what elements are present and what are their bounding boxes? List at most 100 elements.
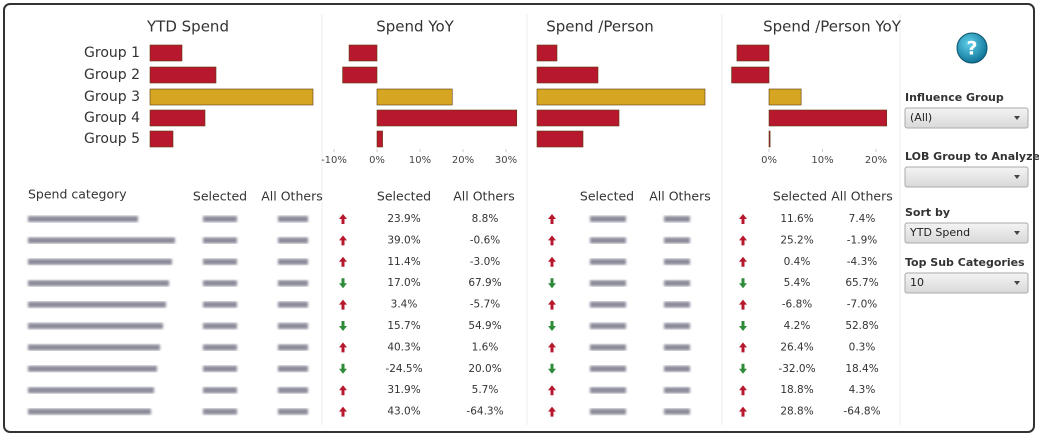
- redacted-text: [278, 408, 308, 415]
- cell: 28.8%: [780, 406, 813, 418]
- trend-arrow: [339, 299, 347, 310]
- bar: [149, 88, 314, 106]
- redacted-text: [278, 301, 308, 308]
- redacted-text: [664, 258, 690, 265]
- trend-arrow: [739, 214, 747, 224]
- trend-arrow: [739, 342, 747, 353]
- redacted-text: [664, 365, 690, 372]
- cell: 39.0%: [387, 234, 420, 246]
- cell: 17.0%: [387, 277, 420, 289]
- x-tick-label: 0%: [761, 155, 777, 166]
- category-label: Group 4: [84, 110, 140, 126]
- cell: -32.0%: [778, 363, 815, 375]
- bar: [731, 66, 770, 84]
- dropdown[interactable]: [904, 222, 1029, 244]
- trend-arrow: [339, 406, 347, 417]
- column-header: All Others: [649, 189, 710, 204]
- cell: 23.9%: [387, 213, 420, 225]
- dropdown-value: 10: [910, 276, 924, 289]
- cell: 5.7%: [472, 384, 499, 396]
- cell: 25.2%: [780, 234, 813, 246]
- bar: [342, 66, 378, 84]
- redacted-text: [203, 387, 237, 394]
- bar: [736, 44, 770, 62]
- dropdown-caret: [1014, 116, 1020, 120]
- redacted-text: [590, 323, 626, 329]
- trend-arrow: [739, 385, 747, 396]
- redacted-text: [203, 408, 237, 415]
- cell: 4.2%: [784, 320, 811, 332]
- redacted-text: [203, 216, 237, 222]
- cell: 18.4%: [845, 363, 878, 375]
- redacted-text: [664, 323, 690, 329]
- redacted-text: [203, 344, 237, 351]
- redacted-text: [203, 323, 237, 329]
- redacted-text: [203, 237, 237, 244]
- cell: 54.9%: [468, 320, 501, 332]
- bar: [536, 66, 599, 84]
- dropdown[interactable]: [904, 107, 1029, 129]
- bar: [376, 109, 518, 127]
- redacted-text: [28, 387, 154, 394]
- cell: 7.4%: [849, 213, 876, 225]
- x-tick-label: -10%: [321, 155, 347, 166]
- trend-arrow: [739, 256, 747, 267]
- cell: -1.9%: [847, 234, 877, 246]
- help-icon[interactable]: [956, 32, 988, 64]
- cell: 3.4%: [391, 299, 418, 311]
- cell: -64.3%: [466, 406, 503, 418]
- cell: -0.6%: [470, 234, 500, 246]
- trend-arrow: [548, 299, 556, 310]
- dropdown-value: YTD Spend: [909, 226, 970, 239]
- redacted-text: [203, 301, 237, 308]
- category-label: Group 2: [84, 67, 140, 83]
- help-mark: ?: [966, 38, 977, 60]
- cell: 0.4%: [784, 256, 811, 268]
- control-label: Influence Group: [905, 91, 1004, 104]
- trend-arrow: [548, 321, 556, 331]
- bar: [348, 44, 378, 62]
- trend-arrow: [339, 278, 347, 289]
- redacted-text: [203, 258, 237, 265]
- cell: 8.8%: [472, 213, 499, 225]
- cell: 4.3%: [849, 384, 876, 396]
- bar: [536, 88, 706, 106]
- cell: 52.8%: [845, 320, 878, 332]
- bar: [768, 130, 771, 148]
- trend-arrow: [739, 278, 747, 289]
- redacted-text: [28, 280, 169, 287]
- trend-arrow: [339, 385, 347, 396]
- cell: -64.8%: [843, 406, 880, 418]
- bar: [376, 88, 453, 106]
- redacted-text: [590, 280, 626, 287]
- dropdown-caret: [1014, 175, 1020, 179]
- trend-arrow: [339, 342, 347, 353]
- trend-arrow: [339, 363, 347, 374]
- redacted-text: [278, 365, 308, 372]
- trend-arrow: [739, 299, 747, 310]
- control-label: Top Sub Categories: [905, 256, 1025, 269]
- x-tick-label: 20%: [865, 155, 887, 166]
- redacted-text: [28, 237, 175, 244]
- redacted-text: [590, 258, 626, 265]
- redacted-text: [590, 387, 626, 394]
- x-tick-label: 30%: [495, 155, 517, 166]
- redacted-text: [590, 237, 626, 244]
- trend-arrow: [739, 406, 747, 417]
- redacted-text: [664, 280, 690, 287]
- redacted-text: [278, 237, 308, 244]
- redacted-text: [203, 280, 237, 287]
- redacted-text: [203, 365, 237, 372]
- dropdown-caret: [1014, 231, 1020, 235]
- redacted-text: [664, 387, 690, 394]
- column-header: Selected: [580, 189, 634, 204]
- trend-arrow: [339, 235, 347, 246]
- trend-arrow: [548, 363, 556, 374]
- dropdown[interactable]: [904, 166, 1029, 188]
- cell: 20.0%: [468, 363, 501, 375]
- dropdown[interactable]: [904, 272, 1029, 294]
- chart-title: YTD Spend: [146, 18, 229, 36]
- redacted-text: [278, 216, 308, 222]
- redacted-text: [278, 323, 308, 329]
